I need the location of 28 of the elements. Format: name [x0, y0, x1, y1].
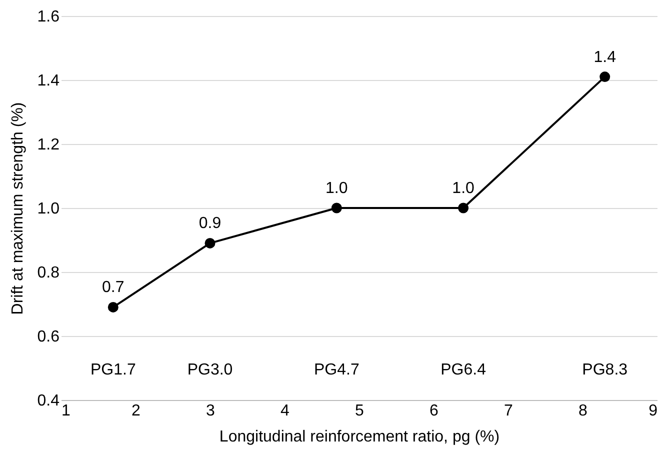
x-tick-label: 2 — [132, 402, 141, 420]
x-tick-label: 6 — [430, 402, 439, 420]
y-tick-label: 1.4 — [37, 72, 60, 90]
y-tick-label: 0.6 — [37, 328, 60, 346]
data-label: 0.9 — [198, 215, 222, 232]
x-tick-label: 4 — [280, 402, 290, 420]
x-tick-label: 1 — [62, 402, 70, 420]
data-label: 1.0 — [326, 180, 348, 197]
y-tick-label: 1.2 — [37, 136, 60, 154]
x-tick-label: 9 — [648, 402, 658, 420]
data-label: 1.0 — [452, 180, 475, 197]
x-axis-title: Longitudinal reinforcement ratio, pg (%) — [219, 428, 500, 446]
x-tick-label: 5 — [355, 402, 364, 420]
x-tick-label: 8 — [578, 402, 588, 420]
y-axis-title: Drift at maximum strength (%) — [9, 102, 26, 315]
x-tick-label: 7 — [504, 402, 514, 420]
y-tick-label: 1.0 — [37, 200, 60, 218]
annotation: PG4.7 — [314, 361, 360, 378]
data-label: 1.4 — [594, 48, 616, 66]
y-tick-label: 0.4 — [37, 392, 60, 410]
y-tick-label: 1.6 — [37, 8, 60, 26]
data-label: 0.7 — [102, 279, 124, 296]
y-tick-label: 0.8 — [37, 264, 60, 282]
x-tick-label: 3 — [206, 402, 216, 420]
annotation: PG3.0 — [187, 361, 233, 378]
annotation: PG8.3 — [582, 361, 628, 378]
annotation: PG1.7 — [90, 361, 136, 378]
annotation: PG6.4 — [440, 361, 486, 378]
